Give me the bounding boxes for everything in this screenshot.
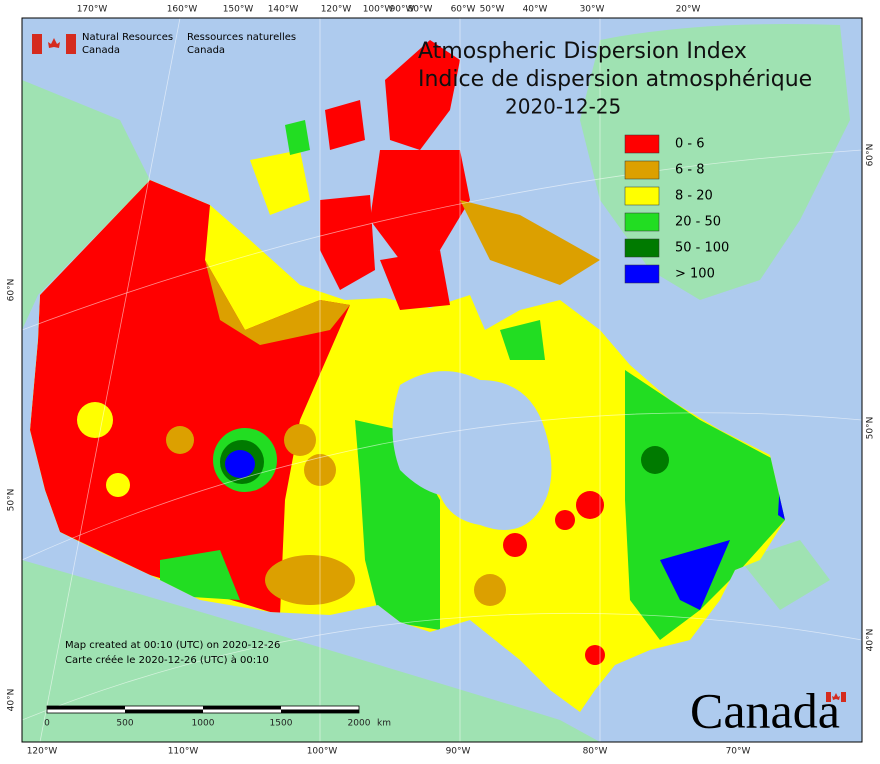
scale-tick: 500	[116, 719, 133, 729]
top-label: 80°W	[408, 5, 433, 15]
hudson-bay	[392, 371, 552, 530]
island-red	[380, 250, 450, 310]
scale-tick: 2000	[348, 719, 371, 729]
legend-label: 20 - 50	[675, 215, 721, 230]
agency-fr: Canada	[187, 45, 225, 56]
zone-red	[585, 645, 605, 665]
right-label: 50°N	[866, 417, 876, 440]
legend-swatch	[624, 238, 660, 258]
wordmark-flag	[826, 692, 846, 702]
scale-tick: 0	[44, 719, 50, 729]
island-red	[385, 40, 460, 150]
legend-label: 6 - 8	[675, 163, 705, 178]
legend-label: 0 - 6	[675, 137, 705, 152]
legend: 0 - 6 6 - 8 8 - 20 20 - 50 50 - 100 > 100	[624, 134, 729, 284]
bottom-label: 120°W	[27, 747, 58, 757]
island-red	[325, 100, 365, 150]
zone-blue	[225, 450, 255, 478]
zone-red	[30, 180, 350, 615]
agency-logo	[32, 34, 76, 54]
zone-blue	[660, 540, 730, 610]
zone-orange	[205, 260, 350, 345]
bottom-label: 110°W	[168, 747, 199, 757]
agency-en: Canada	[82, 45, 120, 56]
legend-label: > 100	[675, 267, 715, 282]
top-label: 150°W	[223, 5, 254, 15]
left-label: 60°N	[7, 279, 17, 302]
scale-labels: 0 500 1000 1500 2000 km	[44, 719, 391, 729]
title-fr: Indice de dispersion atmosphérique	[418, 67, 812, 92]
agency-fr: Ressources naturelles	[187, 32, 296, 43]
left-label: 50°N	[7, 489, 17, 512]
legend-label: 8 - 20	[675, 189, 713, 204]
title-date: 2020-12-25	[505, 95, 621, 119]
newfoundland-area	[740, 540, 830, 610]
legend-swatch	[624, 212, 660, 232]
top-label: 120°W	[321, 5, 352, 15]
zone-yellow	[106, 473, 130, 497]
map	[22, 18, 862, 742]
legend-swatch	[624, 134, 660, 154]
scale-bar	[46, 705, 360, 714]
scale-tick: 1500	[270, 719, 293, 729]
top-label: 140°W	[268, 5, 299, 15]
bottom-label: 100°W	[307, 747, 338, 757]
right-label: 40°N	[866, 629, 876, 652]
bottom-label: 80°W	[583, 747, 608, 757]
legend-label: 50 - 100	[675, 241, 729, 256]
top-label: 50°W	[480, 5, 505, 15]
top-label: 20°W	[676, 5, 701, 15]
graticule	[22, 18, 862, 742]
zone-yellow	[77, 402, 113, 438]
island-green	[500, 320, 545, 360]
graticule-labels: 170°W 160°W 150°W 140°W 120°W 100°W90°W80°W 60…	[7, 5, 876, 757]
zone-orange	[284, 424, 316, 456]
wordmark: Canada	[690, 682, 840, 738]
top-label: 170°W	[77, 5, 108, 15]
top-label: 160°W	[167, 5, 198, 15]
legend-swatch	[624, 160, 660, 180]
top-label: 40°W	[523, 5, 548, 15]
zone-red	[576, 491, 604, 519]
title-en: Atmospheric Dispersion Index	[418, 39, 747, 64]
zone-green	[625, 370, 785, 640]
left-label: 40°N	[7, 689, 17, 712]
bottom-label: 90°W	[446, 747, 471, 757]
scale-unit: km	[377, 719, 391, 729]
zone-green	[160, 550, 240, 600]
zone-darkgreen	[641, 446, 669, 474]
legend-swatch	[624, 186, 660, 206]
top-label: 100°W	[363, 5, 394, 15]
alaska-land	[22, 80, 150, 330]
agency-en: Natural Resources	[82, 32, 173, 43]
top-label: 90°W	[390, 5, 415, 15]
zone-orange	[265, 555, 355, 605]
island-green	[285, 120, 310, 155]
legend-swatch	[624, 264, 660, 284]
zone-red	[555, 510, 575, 530]
footer: Carte créée le 2020-12-26 (UTC) à 00:10	[65, 654, 269, 666]
footer: Map created at 00:10 (UTC) on 2020-12-26	[65, 640, 280, 651]
island-red	[370, 150, 470, 260]
right-label: 60°N	[866, 144, 876, 167]
frame	[21, 17, 863, 743]
island-orange	[460, 200, 600, 285]
island-yellow	[250, 150, 310, 215]
top-label: 30°W	[580, 5, 605, 15]
zone-orange	[166, 426, 194, 454]
top-label: 60°W	[451, 5, 476, 15]
island-red	[320, 195, 375, 290]
zone-red	[503, 533, 527, 557]
usa-land	[22, 560, 600, 742]
zone-orange	[474, 574, 506, 606]
bottom-label: 70°W	[726, 747, 751, 757]
scale-tick: 1000	[192, 719, 215, 729]
